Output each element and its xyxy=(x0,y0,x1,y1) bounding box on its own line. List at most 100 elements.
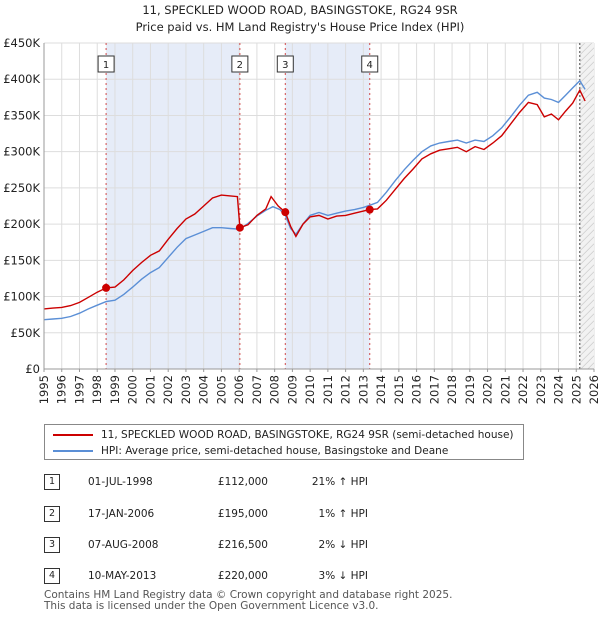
future-hatch-line xyxy=(579,43,586,49)
x-tick-label: 2000 xyxy=(126,375,140,404)
x-tick-label: 2002 xyxy=(161,375,175,404)
x-tick-label: 2001 xyxy=(143,375,157,404)
future-hatch-line xyxy=(579,285,595,301)
transaction-row: 3 07-AUG-2008 £216,500 2% ↓ HPI xyxy=(0,535,600,555)
y-tick-label: £0 xyxy=(25,362,40,376)
future-hatch-line xyxy=(579,173,595,189)
transaction-date: 17-JAN-2006 xyxy=(88,508,155,520)
transaction-badge: 2 xyxy=(44,506,60,522)
future-hatch-line xyxy=(579,222,595,238)
x-tick-label: 2008 xyxy=(268,375,282,404)
x-tick-label: 1999 xyxy=(108,375,122,404)
sale-point xyxy=(365,205,374,214)
future-hatch-line xyxy=(579,103,595,119)
x-tick-label: 1996 xyxy=(55,375,69,404)
legend-swatch-property xyxy=(53,434,93,436)
x-tick-label: 2012 xyxy=(339,375,353,404)
sale-point xyxy=(281,208,290,217)
x-tick-label: 2021 xyxy=(498,375,512,404)
x-tick-label: 1997 xyxy=(72,375,86,404)
future-hatch-line xyxy=(580,20,594,34)
legend-label-property: 11, SPECKLED WOOD ROAD, BASINGSTOKE, RG2… xyxy=(101,429,514,441)
future-hatch-line xyxy=(580,355,595,369)
future-hatch-line xyxy=(579,89,595,105)
sale-label-number: 4 xyxy=(367,60,373,71)
future-period-shade xyxy=(579,43,594,369)
transaction-hpi: 1% ↑ HPI xyxy=(318,508,368,520)
future-hatch-line xyxy=(579,187,595,203)
ownership-period-shade xyxy=(106,43,240,369)
y-tick-label: £400K xyxy=(3,72,40,86)
future-hatch-line xyxy=(579,124,595,140)
transaction-date: 10-MAY-2013 xyxy=(88,570,157,582)
future-hatch-line xyxy=(579,75,595,91)
x-tick-label: 2006 xyxy=(232,375,246,404)
future-hatch-line xyxy=(579,131,595,147)
x-tick-label: 2013 xyxy=(356,375,370,404)
future-hatch-line xyxy=(579,159,595,175)
y-tick-label: £250K xyxy=(3,181,40,195)
future-hatch-line xyxy=(579,208,595,224)
future-hatch-line xyxy=(579,229,595,245)
x-tick-label: 2016 xyxy=(410,375,424,404)
future-hatch-line xyxy=(579,117,595,133)
future-hatch-line xyxy=(579,54,595,70)
x-tick-label: 1998 xyxy=(90,375,104,404)
y-tick-label: £50K xyxy=(11,326,41,340)
x-tick-label: 2022 xyxy=(516,375,530,404)
transaction-price: £195,000 xyxy=(217,508,268,520)
x-tick-label: 2025 xyxy=(569,375,583,404)
sale-label-box xyxy=(361,55,379,73)
x-tick-label: 2019 xyxy=(463,375,477,404)
x-tick-label: 2018 xyxy=(445,375,459,404)
future-hatch-line xyxy=(579,110,595,126)
future-hatch-line xyxy=(579,152,595,168)
future-hatch-line xyxy=(579,306,595,322)
price-chart: 11, SPECKLED WOOD ROAD, BASINGSTOKE, RG2… xyxy=(3,3,600,404)
property-price-line xyxy=(43,88,586,310)
y-tick-label: £450K xyxy=(3,36,40,50)
sale-point xyxy=(235,223,244,232)
future-hatch-line xyxy=(579,166,595,182)
x-tick-label: 2005 xyxy=(214,375,228,404)
x-tick-label: 2009 xyxy=(285,375,299,404)
y-tick-label: £150K xyxy=(3,253,40,267)
sale-label-number: 1 xyxy=(103,60,109,71)
transaction-price: £216,500 xyxy=(217,539,268,551)
hpi-line xyxy=(43,79,586,321)
future-hatch-line xyxy=(579,313,595,329)
y-tick-label: £300K xyxy=(3,145,40,159)
x-tick-label: 2014 xyxy=(374,375,388,404)
transaction-hpi: 2% ↓ HPI xyxy=(318,539,368,551)
sale-label-number: 2 xyxy=(237,60,243,71)
legend-label-hpi: HPI: Average price, semi-detached house,… xyxy=(101,445,449,457)
chart-title: 11, SPECKLED WOOD ROAD, BASINGSTOKE, RG2… xyxy=(142,3,457,17)
future-hatch-line xyxy=(579,145,595,161)
future-hatch-line xyxy=(580,27,594,41)
x-tick-label: 2003 xyxy=(179,375,193,404)
transaction-price: £220,000 xyxy=(217,570,268,582)
future-hatch-line xyxy=(579,299,595,315)
future-hatch-line xyxy=(579,43,593,56)
future-hatch-line xyxy=(579,250,595,266)
sale-label-box xyxy=(231,55,249,73)
future-hatch-line xyxy=(579,341,595,357)
x-tick-label: 2015 xyxy=(392,375,406,404)
footer-attribution: Contains HM Land Registry data © Crown c… xyxy=(44,590,452,612)
future-hatch-line xyxy=(579,194,595,210)
future-hatch-line xyxy=(579,180,595,196)
future-hatch-line xyxy=(580,13,594,27)
legend-item-property: 11, SPECKLED WOOD ROAD, BASINGSTOKE, RG2… xyxy=(53,427,514,443)
x-tick-label: 2017 xyxy=(427,375,441,404)
future-hatch-line xyxy=(579,271,595,287)
x-tick-label: 2024 xyxy=(552,375,566,404)
future-hatch-line xyxy=(579,47,595,63)
x-tick-label: 2007 xyxy=(250,375,264,404)
sale-label-box xyxy=(97,55,115,73)
footer-license: This data is licensed under the Open Gov… xyxy=(44,600,379,612)
future-hatch-line xyxy=(587,362,595,369)
future-hatch-line xyxy=(579,278,595,294)
future-hatch-line xyxy=(579,327,595,343)
sale-point xyxy=(102,283,111,292)
chart-subtitle: Price paid vs. HM Land Registry's House … xyxy=(136,20,465,34)
